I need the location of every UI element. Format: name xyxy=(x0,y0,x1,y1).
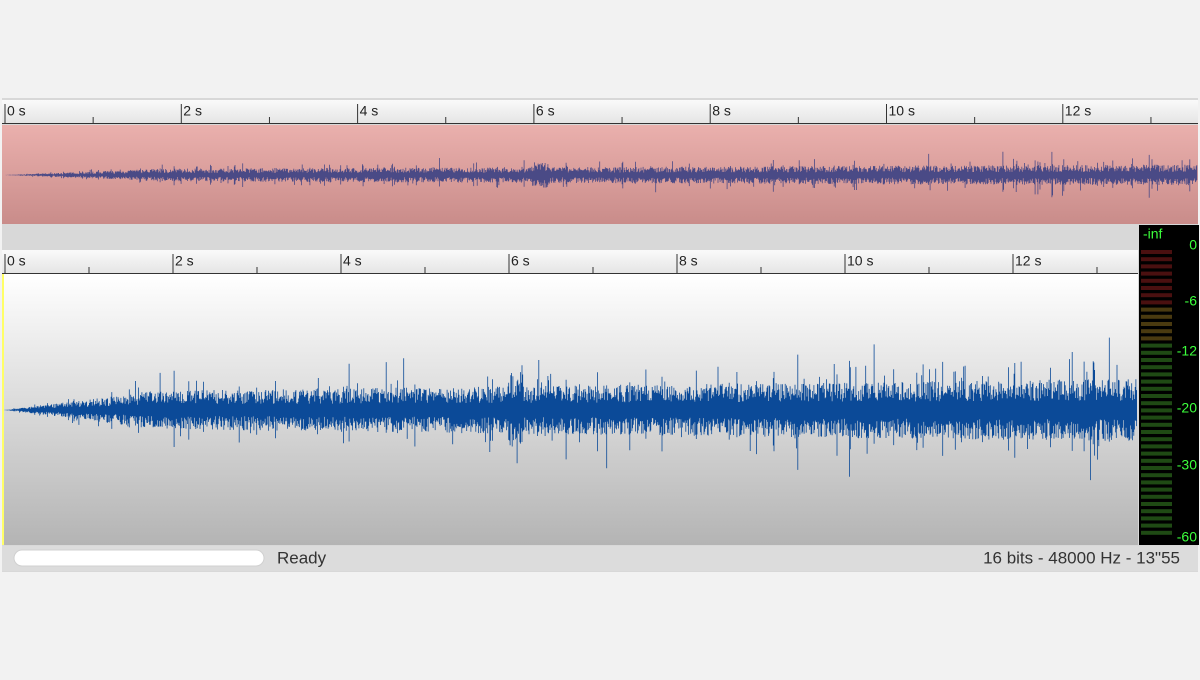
meter-segment xyxy=(1141,250,1172,254)
meter-segment xyxy=(1141,293,1172,298)
tick-label: 0 s xyxy=(7,103,26,119)
tick-label: 0 s xyxy=(7,253,26,269)
tick-label: 12 s xyxy=(1015,253,1041,269)
meter-segment xyxy=(1141,444,1172,449)
tick-label: 4 s xyxy=(343,253,362,269)
meter-label: -12 xyxy=(1177,343,1197,359)
meter-segment xyxy=(1141,451,1172,456)
meter-segment xyxy=(1141,480,1172,485)
meter-segment xyxy=(1141,264,1172,269)
meter-segment xyxy=(1141,466,1172,470)
meter-segment xyxy=(1141,494,1172,499)
meter-segment xyxy=(1141,322,1172,326)
tick-label: 6 s xyxy=(536,103,555,119)
meter-segment xyxy=(1141,401,1172,406)
meter-segment xyxy=(1141,430,1172,434)
meter-label: -6 xyxy=(1185,293,1198,309)
meter-segment xyxy=(1141,487,1172,492)
meter-label: -20 xyxy=(1177,400,1197,416)
meter-segment xyxy=(1141,329,1172,334)
waveform xyxy=(5,151,1198,198)
tick-label: 6 s xyxy=(511,253,530,269)
meter-label: 0 xyxy=(1189,237,1197,253)
layer: 0 s 2 s 4 s 6 s 8 s 10 s 12 s 0 s 2 s 4 s 6 s 8 s 10… xyxy=(4,103,1197,545)
meter-segment xyxy=(1141,379,1172,384)
meter-segment xyxy=(1141,307,1172,312)
meter-segment xyxy=(1141,415,1172,420)
meter-segment xyxy=(1141,516,1172,521)
tick-label: 10 s xyxy=(889,103,915,119)
meter-segment xyxy=(1141,350,1172,355)
tick-label: 8 s xyxy=(679,253,698,269)
meter-label: -60 xyxy=(1177,529,1197,545)
meter-segment xyxy=(1141,523,1172,528)
overview-ruler xyxy=(2,100,1198,124)
meter-segment xyxy=(1141,286,1172,290)
meter-segment xyxy=(1141,365,1172,370)
tick-label: 2 s xyxy=(183,103,202,119)
status-state: Ready xyxy=(277,548,327,567)
meter-segment xyxy=(1141,437,1172,442)
meter-segment xyxy=(1141,257,1172,262)
tick-label: 12 s xyxy=(1065,103,1091,119)
meter-segment xyxy=(1141,502,1172,506)
tick-label: 2 s xyxy=(175,253,194,269)
meter-segment xyxy=(1141,358,1172,362)
meter-segment xyxy=(1141,458,1172,463)
meter-segment xyxy=(1141,336,1172,341)
meter-segment xyxy=(1141,422,1172,427)
meter-segment xyxy=(1141,473,1172,478)
meter-segment xyxy=(1141,278,1172,283)
tick-label: 10 s xyxy=(847,253,873,269)
meter-segment xyxy=(1141,394,1172,398)
meter-segment xyxy=(1141,314,1172,319)
main-ruler xyxy=(2,250,1138,274)
level-meter xyxy=(1139,225,1199,545)
meter-segment xyxy=(1141,372,1172,377)
meter-segment xyxy=(1141,408,1172,413)
waveform xyxy=(4,337,1137,481)
meter-segment xyxy=(1141,509,1172,514)
meter-segment xyxy=(1141,530,1172,535)
meter-label: -30 xyxy=(1177,457,1197,473)
tick-label: 4 s xyxy=(360,103,379,119)
meter-segment xyxy=(1141,300,1172,305)
meter-label: -inf xyxy=(1143,226,1163,242)
meter-segment xyxy=(1141,271,1172,276)
status-info: 16 bits - 48000 Hz - 13"55 xyxy=(983,548,1180,567)
meter-segment xyxy=(1141,343,1172,348)
tick-label: 8 s xyxy=(712,103,731,119)
progress-bar xyxy=(13,549,265,567)
meter-segment xyxy=(1141,386,1172,391)
